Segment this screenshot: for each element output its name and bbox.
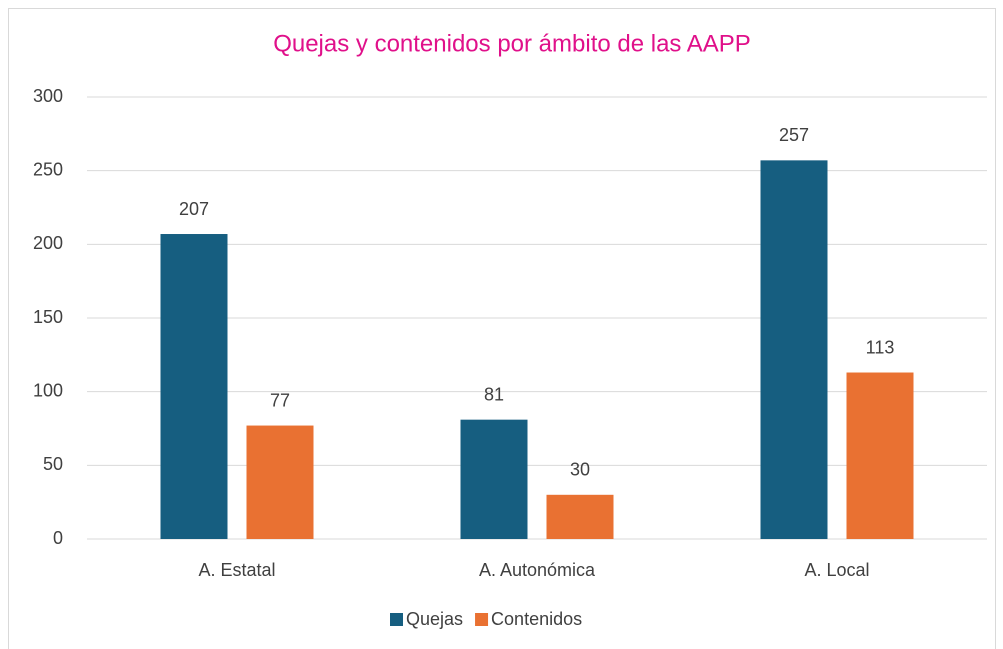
bar (760, 160, 828, 539)
x-tick-label: A. Autonómica (479, 560, 596, 580)
x-tick-label: A. Estatal (198, 560, 275, 580)
bar (460, 419, 528, 539)
chart-border (8, 8, 996, 649)
legend-label: Contenidos (491, 609, 582, 629)
y-tick-label: 100 (33, 380, 63, 400)
bar (546, 494, 614, 539)
x-tick-label: A. Local (804, 560, 869, 580)
data-label: 81 (484, 384, 504, 404)
data-label: 30 (570, 460, 590, 480)
data-label: 113 (866, 337, 895, 357)
bar (246, 425, 314, 539)
bar (160, 234, 228, 539)
y-tick-label: 150 (33, 307, 63, 327)
legend-label: Quejas (406, 609, 463, 629)
data-label: 77 (270, 390, 290, 410)
y-tick-label: 250 (33, 159, 63, 179)
data-label: 257 (779, 125, 809, 145)
chart-title: Quejas y contenidos por ámbito de las AA… (273, 30, 751, 57)
y-tick-label: 50 (43, 454, 63, 474)
legend-swatch (475, 613, 489, 626)
data-label: 207 (179, 199, 209, 219)
bar (846, 372, 914, 539)
legend-swatch (390, 613, 403, 626)
y-tick-label: 0 (53, 528, 63, 548)
y-tick-label: 200 (33, 233, 63, 253)
y-tick-label: 300 (33, 86, 63, 106)
